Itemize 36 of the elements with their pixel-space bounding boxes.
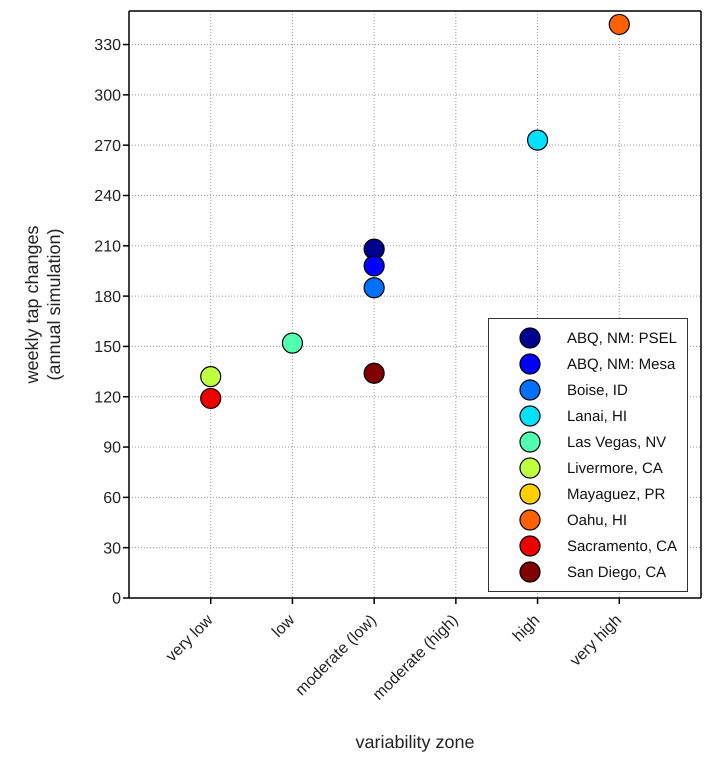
y-tick-label: 0 [112,590,122,608]
y-tick-label: 60 [103,490,122,508]
y-tick-label: 300 [94,88,122,105]
y-tick-label: 210 [94,238,122,256]
legend-label: Boise, ID [566,382,628,398]
y-tick-label: 120 [94,389,122,406]
x-tick-label: high [510,612,544,646]
x-axis-title: variability zone [355,732,475,752]
legend-label: Sacramento, CA [566,538,677,554]
legend-label: Mayaguez, PR [566,486,666,502]
point [364,277,385,298]
legend-label: Las Vegas, NV [566,434,666,450]
legend-label: Lanai, HI [566,408,627,424]
y-axis-title: weekly tap changes (annual simulation) [22,225,64,385]
y-tick-label: 30 [103,540,122,558]
legend-label: San Diego, CA [566,564,666,580]
x-tick-label: low [269,611,299,641]
x-tick-label: very low [163,611,217,666]
y-tick-label: 270 [94,138,122,155]
legend-label: Oahu, HI [566,512,627,528]
point [364,255,385,277]
legend-label: Livermore, CA [566,460,663,476]
legend-label: ABQ, NM: PSEL [566,330,677,346]
point [364,362,385,384]
point [608,14,630,36]
point [526,130,548,151]
legend-label: ABQ, NM: Mesa [566,356,676,372]
point [200,388,222,410]
point [282,332,304,354]
y-tick-label: 150 [94,339,122,356]
y-tick-label: 180 [94,288,122,306]
y-tick-label: 330 [94,37,122,54]
point [200,366,222,388]
x-tick-label: very high [567,612,626,670]
y-tick-label: 90 [103,440,122,457]
y-tick-label: 240 [94,188,122,206]
